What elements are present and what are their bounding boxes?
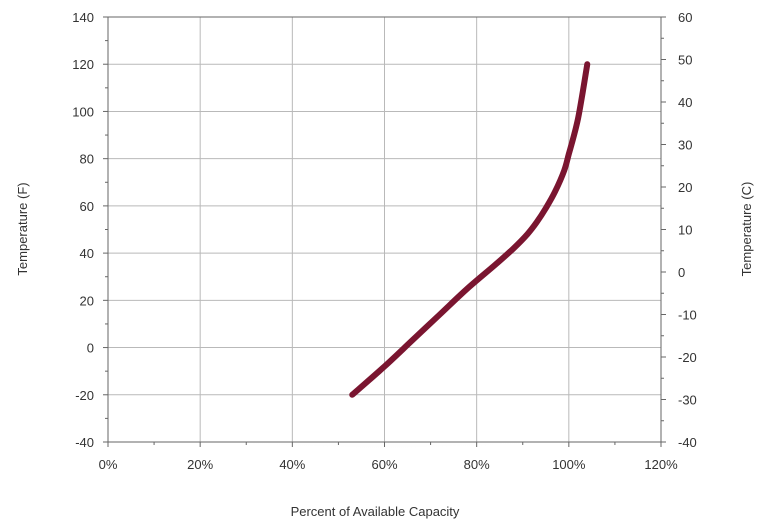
minor-ticks	[103, 16, 666, 447]
y-left-tick-label: 140	[72, 10, 94, 25]
y-right-tick-label: 20	[678, 180, 692, 195]
y-right-axis-title: Temperature (C)	[739, 182, 754, 277]
x-tick-label: 20%	[187, 457, 213, 472]
x-tick-label: 80%	[464, 457, 490, 472]
y-right-tick-label: 0	[678, 265, 685, 280]
y-right-tick-label: -10	[678, 308, 697, 323]
y-left-axis-title: Temperature (F)	[15, 182, 30, 275]
y-left-tick-label: 20	[80, 293, 94, 308]
y-right-tick-labels: -40 -30 -20 -10 0 10 20 30 40 50 60	[678, 10, 697, 450]
y-right-tick-label: -40	[678, 435, 697, 450]
x-tick-label: 40%	[279, 457, 305, 472]
y-right-tick-label: -20	[678, 350, 697, 365]
y-left-tick-label: -20	[75, 388, 94, 403]
x-tick-label: 120%	[644, 457, 678, 472]
y-left-tick-label: 0	[87, 341, 94, 356]
series-layer	[349, 61, 591, 398]
plot-frame	[107, 16, 662, 443]
x-tick-label: 0%	[99, 457, 118, 472]
x-tick-labels: 0% 20% 40% 60% 80% 100% 120%	[99, 457, 678, 472]
y-left-tick-labels: -40 -20 0 20 40 60 80 100 120 140	[72, 10, 94, 450]
y-left-tick-label: 80	[80, 152, 94, 167]
x-tick-label: 60%	[371, 457, 397, 472]
y-right-tick-label: 30	[678, 138, 692, 153]
y-right-tick-label: 40	[678, 95, 692, 110]
y-left-tick-label: -40	[75, 435, 94, 450]
x-tick-label: 100%	[552, 457, 586, 472]
y-right-tick-label: 60	[678, 10, 692, 25]
y-left-tick-label: 40	[80, 246, 94, 261]
grid-lines	[108, 17, 661, 442]
y-left-tick-label: 60	[80, 199, 94, 214]
y-left-tick-label: 100	[72, 104, 94, 119]
y-right-tick-label: 10	[678, 223, 692, 238]
y-left-tick-label: 120	[72, 57, 94, 72]
series-line-capacity	[349, 61, 591, 398]
y-right-tick-label: 50	[678, 53, 692, 68]
y-right-tick-label: -30	[678, 393, 697, 408]
x-axis-title: Percent of Available Capacity	[291, 504, 460, 519]
